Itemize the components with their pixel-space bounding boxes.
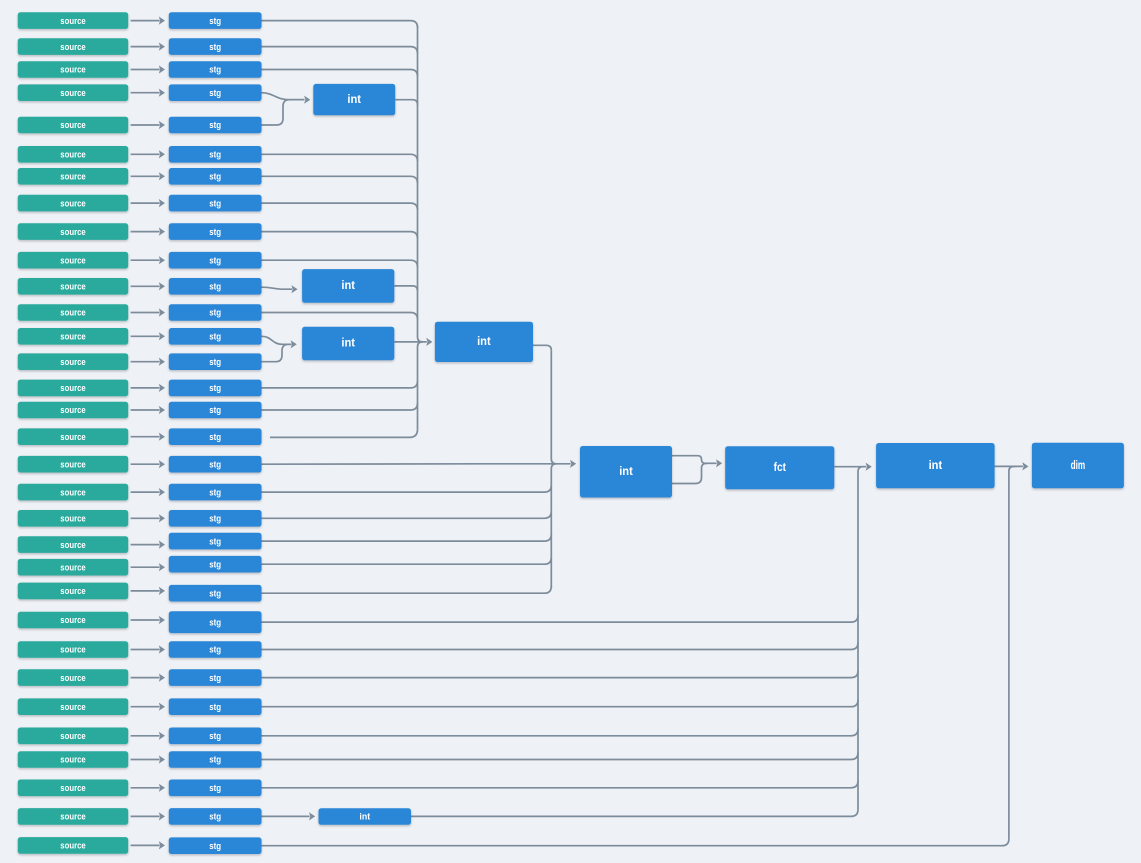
svg-text:stg: stg [209, 88, 221, 99]
svg-text:source: source [60, 172, 85, 183]
svg-text:source: source [60, 731, 85, 742]
svg-text:int: int [619, 466, 633, 478]
svg-text:stg: stg [209, 487, 221, 498]
svg-text:source: source [60, 755, 85, 766]
svg-text:source: source [60, 405, 85, 416]
svg-text:stg: stg [209, 198, 221, 209]
svg-text:int: int [341, 338, 355, 350]
svg-text:source: source [60, 487, 85, 498]
svg-text:source: source [60, 562, 85, 573]
svg-text:source: source [60, 586, 85, 597]
svg-text:stg: stg [209, 332, 221, 343]
svg-text:stg: stg [209, 459, 221, 470]
svg-text:stg: stg [209, 783, 221, 794]
svg-text:stg: stg [209, 755, 221, 766]
svg-text:stg: stg [209, 357, 221, 368]
svg-text:source: source [60, 841, 85, 852]
svg-text:source: source [60, 459, 85, 470]
svg-text:source: source [60, 357, 85, 368]
svg-text:source: source [60, 227, 85, 238]
svg-text:stg: stg [209, 255, 221, 266]
svg-text:stg: stg [209, 841, 221, 852]
svg-text:stg: stg [209, 617, 221, 628]
svg-text:stg: stg [209, 812, 221, 823]
svg-text:stg: stg [209, 645, 221, 656]
svg-text:int: int [341, 280, 355, 292]
svg-text:source: source [60, 540, 85, 551]
svg-text:stg: stg [209, 120, 221, 131]
svg-text:stg: stg [209, 559, 221, 570]
svg-text:source: source [60, 198, 85, 209]
svg-text:stg: stg [209, 673, 221, 684]
svg-text:stg: stg [209, 702, 221, 713]
svg-text:stg: stg [209, 588, 221, 599]
svg-text:source: source [60, 645, 85, 656]
svg-text:source: source [60, 673, 85, 684]
svg-text:stg: stg [209, 308, 221, 319]
svg-text:source: source [60, 42, 85, 53]
svg-text:dim: dim [1071, 460, 1086, 472]
svg-text:source: source [60, 88, 85, 99]
svg-text:stg: stg [209, 150, 221, 161]
svg-text:stg: stg [209, 172, 221, 183]
svg-text:source: source [60, 332, 85, 343]
svg-text:stg: stg [209, 432, 221, 443]
svg-text:int: int [929, 460, 943, 472]
svg-text:stg: stg [209, 405, 221, 416]
svg-text:source: source [60, 383, 85, 394]
svg-text:stg: stg [209, 65, 221, 76]
svg-text:source: source [60, 65, 85, 76]
svg-text:stg: stg [209, 282, 221, 293]
svg-text:source: source [60, 282, 85, 293]
svg-text:stg: stg [209, 42, 221, 53]
svg-text:source: source [60, 514, 85, 525]
svg-text:int: int [347, 94, 361, 106]
svg-text:source: source [60, 783, 85, 794]
svg-text:stg: stg [209, 383, 221, 394]
svg-text:stg: stg [209, 731, 221, 742]
svg-text:source: source [60, 432, 85, 443]
svg-text:int: int [359, 812, 371, 823]
svg-text:source: source [60, 308, 85, 319]
svg-text:source: source [60, 120, 85, 131]
svg-text:source: source [60, 150, 85, 161]
svg-text:source: source [60, 702, 85, 713]
svg-text:stg: stg [209, 16, 221, 27]
svg-text:source: source [60, 812, 85, 823]
svg-text:stg: stg [209, 227, 221, 238]
svg-text:source: source [60, 255, 85, 266]
svg-text:int: int [477, 336, 491, 348]
svg-text:source: source [60, 615, 85, 626]
svg-text:source: source [60, 16, 85, 27]
svg-text:fct: fct [774, 462, 787, 474]
svg-text:stg: stg [209, 536, 221, 547]
svg-text:stg: stg [209, 514, 221, 525]
